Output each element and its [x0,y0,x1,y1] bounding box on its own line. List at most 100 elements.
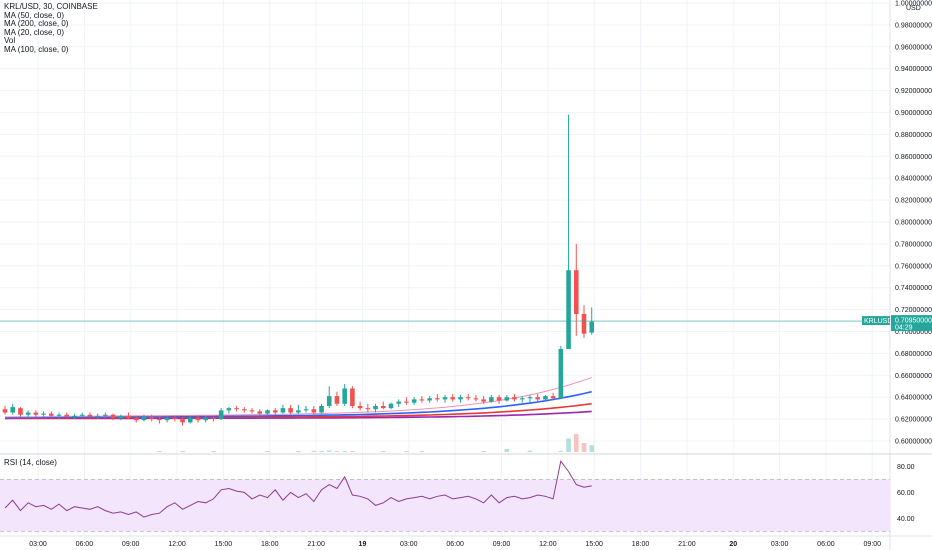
price-tick-label: 0.84000000 [895,176,932,183]
volume-bar [342,451,347,452]
volume-bar [157,451,162,452]
rsi-tick-label: 80.00 [897,464,915,471]
candle-body [573,270,579,314]
time-label: 21:00 [678,541,696,548]
price-tick-label: 0.60000000 [895,439,932,446]
rsi-legend[interactable]: RSI (14, close) [4,458,57,467]
candle-body [566,270,571,350]
time-label: 15:00 [215,541,233,548]
candle-body [350,388,355,406]
candle-body [334,396,340,404]
time-label: 06:00 [76,541,94,548]
time-label: 09:00 [493,541,511,548]
candle-body [79,414,85,416]
volume-bar [419,451,425,452]
candle-body [465,397,471,399]
volume-bar [319,451,324,452]
candle-body [103,414,108,416]
price-tick-label: 0.66000000 [895,373,932,380]
candle-body [234,408,239,410]
candle-body [450,397,456,400]
rsi-tick-label: 60.00 [897,490,915,497]
candle-body [126,415,131,419]
volume-bar [481,451,486,452]
candle-body [218,410,224,420]
symbol-tag [862,316,890,326]
candle-body [512,397,517,400]
time-label: 18:00 [261,541,279,548]
volume-bar [265,451,270,452]
volume-bar [527,450,533,452]
candle-body [427,398,432,401]
candle-body [342,388,347,404]
candle-body [589,321,595,333]
volume-bar [573,434,579,452]
time-label: 06:00 [817,541,835,548]
candle-body [473,398,479,400]
time-label: 18:00 [632,541,650,548]
candle-body [157,419,162,421]
price-tick-label: 1.00000000 [895,1,932,8]
candle-body [550,396,556,399]
price-tick-label: 0.74000000 [895,285,932,292]
time-label: 12:00 [168,541,186,548]
candle-body [326,396,332,406]
volume-bar [180,450,185,452]
candle-body [41,413,46,415]
price-tick-label: 0.90000000 [895,110,932,117]
price-tick-label: 0.86000000 [895,154,932,161]
price-tick-label: 0.78000000 [895,241,932,248]
price-tick-label: 0.96000000 [895,44,932,51]
candle-body [249,410,255,412]
candle-body [118,415,124,419]
time-label: 06:00 [446,541,464,548]
price-tick-label: 0.76000000 [895,263,932,270]
candle-body [64,414,70,417]
candle-body [558,349,564,399]
candle-body [535,397,540,400]
candle-body [18,408,23,415]
candle-body [187,418,193,423]
candle-body [2,409,8,413]
volume-bar [504,448,510,452]
volume-bar [566,438,571,452]
candle-body [365,408,371,410]
candle-body [357,405,363,409]
time-label: 09:00 [122,541,140,548]
candle-body [311,409,317,413]
volume-bar [558,451,564,452]
candle-body [543,396,548,400]
volume-bar [581,443,587,452]
volume-bar [326,450,332,452]
candle-body [257,411,263,414]
price-tick-label: 0.62000000 [895,417,932,424]
candle-body [442,397,448,400]
volume-bar [380,451,386,452]
ma20-line [4,377,592,418]
candle-body [481,399,486,402]
time-label: 19 [359,541,367,548]
candle-body [164,418,170,421]
candle-body [242,409,247,411]
price-tick-label: 0.68000000 [895,351,932,358]
candle-body [149,416,154,420]
price-tick-label: 0.80000000 [895,220,932,227]
candle-body [226,408,232,411]
time-label: 20 [729,541,737,548]
candle-body [519,398,525,400]
rsi-band [0,479,890,532]
time-label: 15:00 [585,541,603,548]
time-label: 12:00 [539,541,557,548]
currency-label: USD [906,5,921,12]
candle-body [319,405,324,413]
candle-body [373,405,378,410]
price-tick-label: 0.98000000 [895,22,932,29]
candle-body [404,401,409,403]
volume-bar [404,451,409,452]
volume-bar [334,451,340,452]
candle-body [141,416,147,421]
candle-body [496,397,502,401]
last-price-label: 0.70950000 [895,318,932,325]
